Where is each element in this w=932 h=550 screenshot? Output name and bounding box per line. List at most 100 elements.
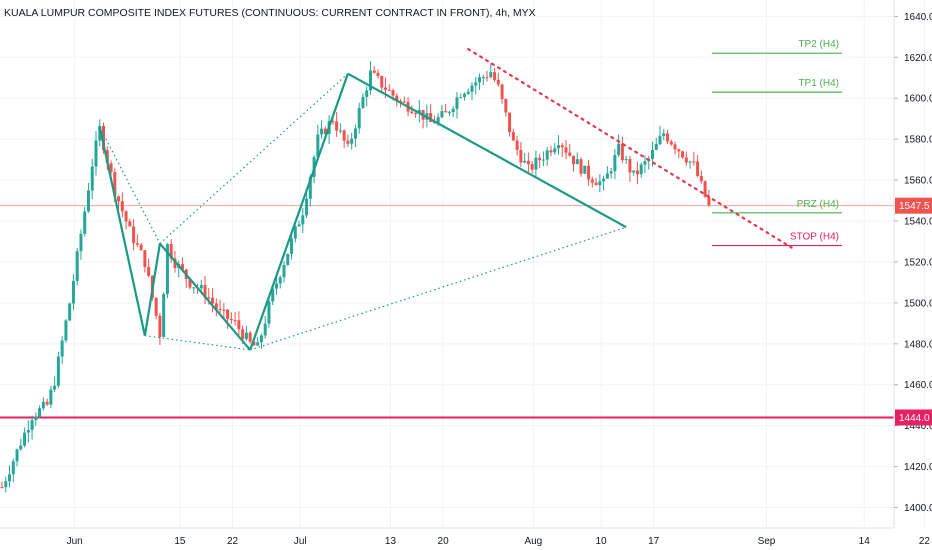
candle-body: [49, 389, 53, 405]
candle: [639, 162, 643, 178]
candle-body: [635, 170, 639, 175]
candle-body: [143, 250, 147, 268]
pattern-leg[interactable]: [347, 72, 627, 229]
candle: [237, 311, 241, 337]
candle-body: [526, 160, 530, 165]
candle-body: [605, 173, 609, 179]
candle: [681, 150, 685, 160]
x-tick-label: 14: [859, 536, 871, 547]
candle-body: [229, 318, 233, 321]
candle: [214, 298, 218, 317]
candle: [271, 286, 275, 305]
pattern-leg[interactable]: [159, 242, 251, 351]
candle-body: [632, 170, 636, 173]
candle-body: [342, 130, 346, 141]
candle: [316, 124, 320, 162]
trade-level-prz[interactable]: PRZ (H4): [712, 199, 842, 214]
candle: [530, 161, 534, 174]
candle-body: [703, 181, 707, 197]
candle-body: [590, 179, 594, 183]
candle: [703, 180, 707, 198]
x-tick-label: 10: [595, 536, 607, 547]
candle: [233, 312, 237, 326]
candle: [297, 220, 301, 227]
candle: [290, 233, 294, 260]
candle: [402, 96, 406, 103]
pattern-dotted-leg[interactable]: [99, 126, 161, 244]
candle-body: [4, 481, 8, 488]
candle-body: [598, 181, 602, 186]
candle-body: [587, 165, 591, 180]
candle-body: [271, 288, 275, 302]
candle-body: [8, 474, 12, 482]
candle: [147, 258, 151, 278]
candle: [135, 234, 139, 247]
candle-body: [673, 144, 677, 150]
candle-body: [248, 332, 252, 342]
price-badge-box: [895, 197, 932, 214]
candle: [474, 77, 478, 95]
candle-body: [169, 244, 173, 259]
candle: [632, 170, 636, 176]
candle-body: [11, 461, 15, 475]
candle-body: [241, 329, 245, 340]
pattern-leg[interactable]: [249, 73, 349, 351]
candle: [71, 273, 75, 311]
candle-body: [459, 97, 463, 99]
price-badge-label: 1547.5: [899, 201, 930, 212]
candle: [594, 177, 598, 186]
candle-body: [353, 128, 357, 139]
candle: [485, 70, 489, 82]
candle: [587, 159, 591, 186]
candle: [451, 106, 455, 118]
trade-level-tp2[interactable]: TP2 (H4): [712, 39, 842, 54]
candle-body: [19, 445, 23, 450]
x-tick-label: 22: [919, 536, 931, 547]
candle: [124, 210, 128, 230]
candle-body: [297, 224, 301, 227]
candle-body: [545, 150, 549, 160]
candle-body: [286, 253, 290, 266]
candle: [538, 153, 542, 169]
candle: [244, 325, 248, 341]
y-tick-label: 1460.0: [904, 380, 932, 391]
candle: [444, 103, 448, 113]
candle-body: [79, 233, 83, 252]
pattern-leg[interactable]: [143, 243, 162, 336]
pattern-leg[interactable]: [98, 126, 146, 336]
candle-body: [617, 143, 621, 155]
candle: [489, 63, 493, 79]
candle-body: [538, 157, 542, 161]
candle-body: [444, 111, 448, 113]
y-tick-label: 1520.0: [904, 257, 932, 268]
candle-body: [572, 155, 576, 165]
candle: [226, 308, 230, 329]
candle: [353, 124, 357, 148]
candle: [568, 143, 572, 157]
pattern-dotted-leg[interactable]: [249, 226, 627, 351]
candle-body: [429, 113, 433, 122]
candle-body: [440, 111, 444, 118]
candle: [493, 67, 497, 83]
candle: [669, 139, 673, 146]
chart-title: KUALA LUMPUR COMPOSITE INDEX FUTURES (CO…: [4, 7, 536, 19]
candle-body: [301, 215, 305, 225]
candle-body: [470, 85, 474, 92]
candle: [346, 134, 350, 148]
trade-level-tp1[interactable]: TP1 (H4): [712, 78, 842, 93]
candle-body: [372, 70, 376, 73]
price-badge: 1547.5: [895, 197, 932, 214]
candle: [11, 458, 15, 483]
y-tick-label: 1500.0: [904, 298, 932, 309]
resistance-trend-line[interactable]: [467, 48, 793, 249]
candle: [654, 137, 658, 151]
pattern-dotted-leg[interactable]: [159, 73, 349, 244]
trade-level-stop[interactable]: STOP (H4): [712, 232, 842, 247]
candle-body: [308, 176, 312, 199]
trade-level-label: STOP (H4): [790, 232, 839, 243]
candle: [583, 165, 587, 174]
candle: [556, 135, 560, 155]
candle-body: [211, 297, 215, 304]
